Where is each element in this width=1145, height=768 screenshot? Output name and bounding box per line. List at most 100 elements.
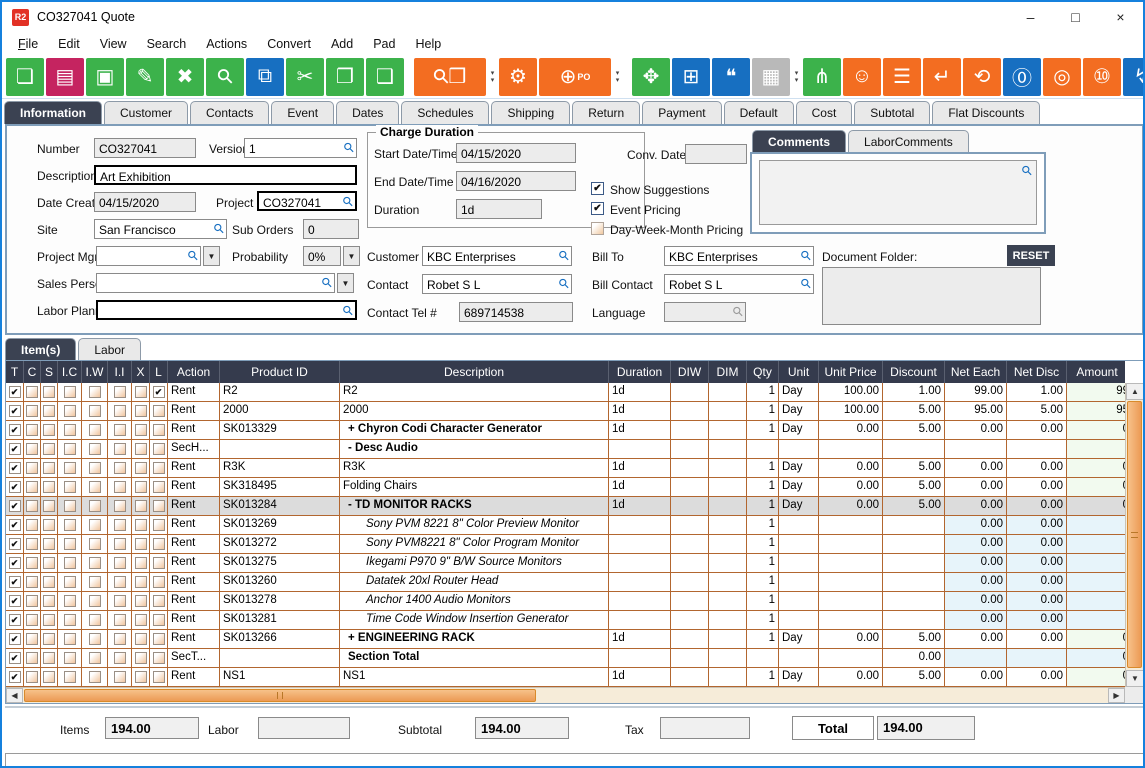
tree-icon[interactable]: ⋔ (803, 57, 841, 96)
row-check-c[interactable] (26, 481, 38, 493)
tab-dates[interactable]: Dates (336, 101, 400, 124)
row-check-l[interactable] (152, 671, 165, 683)
scroll-down-icon[interactable]: ▼ (1126, 670, 1143, 687)
row-check-iw[interactable] (88, 500, 101, 512)
row-check-l[interactable] (152, 481, 165, 493)
edit-icon[interactable]: ✎ (126, 57, 164, 96)
tab-return[interactable]: Return (572, 101, 641, 124)
horizontal-scrollbar[interactable]: ◀ ▶ (6, 687, 1125, 703)
return-icon[interactable]: ↵ (923, 57, 961, 96)
row-check-ic[interactable] (63, 614, 76, 626)
row-check-c[interactable] (26, 424, 38, 436)
row-check-t[interactable]: ✔ (8, 595, 21, 607)
table-row[interactable]: ✔ Rent SK013260 Datatek 20xl Router Head 1 0.… (6, 573, 1125, 592)
row-check-l[interactable] (152, 519, 165, 531)
vertical-scrollbar[interactable]: ▲ ▼ (1125, 383, 1143, 687)
table-row[interactable]: ✔ Rent SK013284- TD MONITOR RACKS 1d 1 Day 0.0… (6, 497, 1125, 516)
tab-contacts[interactable]: Contacts (190, 101, 270, 124)
row-check-ic[interactable] (63, 671, 76, 683)
sales-person-field[interactable]: ⚲ (96, 273, 335, 293)
comment-zero-icon[interactable]: ⓪ (1003, 57, 1041, 96)
row-check-c[interactable] (26, 576, 38, 588)
col-header-net-each[interactable]: Net Each (945, 361, 1007, 383)
row-check-x[interactable] (134, 481, 147, 493)
col-header-description[interactable]: Description (340, 361, 609, 383)
row-check-t[interactable]: ✔ (8, 671, 21, 683)
row-check-t[interactable]: ✔ (8, 576, 21, 588)
row-check-s[interactable] (43, 576, 55, 588)
coins-add-icon[interactable]: ◎ (1043, 57, 1081, 96)
row-check-t[interactable]: ✔ (8, 614, 21, 626)
row-check-s[interactable] (43, 386, 55, 398)
tab-subtotal[interactable]: Subtotal (854, 101, 931, 124)
menu-edit[interactable]: Edit (58, 36, 80, 51)
checkbox-event-pricing[interactable]: ✔ (591, 202, 604, 215)
col-header-duration[interactable]: Duration (609, 361, 671, 383)
tab-default[interactable]: Default (723, 101, 794, 124)
vertical-scroll-thumb[interactable] (1127, 401, 1142, 668)
row-check-c[interactable] (26, 614, 38, 626)
row-check-c[interactable] (26, 405, 38, 417)
row-check-x[interactable] (134, 500, 147, 512)
row-check-l[interactable]: ✔ (152, 386, 165, 398)
table-row[interactable]: ✔ Rent SK013266 + ENGINEERING RACK 1d 1 Day 0.0… (6, 630, 1125, 649)
row-check-x[interactable] (134, 386, 147, 398)
row-check-l[interactable] (152, 462, 165, 474)
row-check-ic[interactable] (63, 538, 76, 550)
col-header-discount[interactable]: Discount (883, 361, 945, 383)
maximize-icon[interactable]: □ (1071, 9, 1080, 25)
row-check-ic[interactable] (63, 462, 76, 474)
menu-convert[interactable]: Convert (267, 36, 311, 51)
table-row[interactable]: ✔Rent200020001d1Day100.005.0095.005.0095… (6, 402, 1125, 421)
reset-button[interactable]: RESET (1007, 245, 1055, 266)
project-mgr-search-icon[interactable]: ⚲ (184, 246, 201, 265)
row-check-ii[interactable] (113, 500, 126, 512)
col-header-action[interactable]: Action (168, 361, 220, 383)
tab-customer[interactable]: Customer (104, 101, 189, 124)
table-row[interactable]: ✔ Rent SK013272 Sony PVM8221 8" Color Progr… (6, 535, 1125, 554)
row-check-l[interactable] (152, 538, 165, 550)
row-check-c[interactable] (26, 519, 38, 531)
customer-search-icon[interactable]: ⚲ (555, 246, 572, 265)
project-mgr-field[interactable]: ⚲ (96, 246, 201, 266)
probability-field[interactable]: 0% (303, 246, 341, 266)
expand-icon[interactable]: ✥ (632, 57, 670, 96)
row-check-t[interactable]: ✔ (8, 462, 21, 474)
row-check-iw[interactable] (88, 538, 101, 550)
row-check-l[interactable] (152, 595, 165, 607)
row-check-x[interactable] (134, 652, 147, 664)
row-check-s[interactable] (43, 538, 55, 550)
row-check-iw[interactable] (88, 519, 101, 531)
bill-to-search-icon[interactable]: ⚲ (797, 246, 814, 265)
table-row[interactable]: ✔ SecT... Section Total 0.00 0.00 (6, 649, 1125, 668)
row-check-c[interactable] (26, 443, 38, 455)
tab-cost[interactable]: Cost (795, 101, 853, 124)
row-check-iw[interactable] (88, 424, 101, 436)
row-check-ii[interactable] (113, 576, 126, 588)
row-check-ii[interactable] (113, 462, 126, 474)
row-check-x[interactable] (134, 671, 147, 683)
row-check-iw[interactable] (88, 443, 101, 455)
row-check-iw[interactable] (88, 481, 101, 493)
row-check-iw[interactable] (88, 652, 101, 664)
smiley-icon[interactable]: ☺ (843, 57, 881, 96)
row-check-x[interactable] (134, 424, 147, 436)
horizontal-scroll-thumb[interactable] (24, 689, 536, 702)
row-check-ii[interactable] (113, 405, 126, 417)
col-header-unit[interactable]: Unit (779, 361, 819, 383)
row-check-ic[interactable] (63, 443, 76, 455)
row-check-l[interactable] (152, 614, 165, 626)
row-check-x[interactable] (134, 614, 147, 626)
table-row[interactable]: ✔ Rent SK013269 Sony PVM 8221 8" Color Prev… (6, 516, 1125, 535)
table-row[interactable]: ✔ Rent SK318495 Folding Chairs 1d 1 Day 0.00 5.0… (6, 478, 1125, 497)
row-check-ic[interactable] (63, 633, 76, 645)
row-check-c[interactable] (26, 595, 38, 607)
delete-icon[interactable]: ✖ (166, 57, 204, 96)
row-check-l[interactable] (152, 576, 165, 588)
tab-shipping[interactable]: Shipping (491, 101, 571, 124)
contact-tel-field[interactable]: 689714538 (459, 302, 573, 322)
table-row[interactable]: ✔ Rent SK013278 Anchor 1400 Audio Monitors 1… (6, 592, 1125, 611)
find-product-icon-dropdown[interactable]: ▾ ▾ (490, 69, 495, 84)
row-check-l[interactable] (152, 557, 165, 569)
row-check-t[interactable]: ✔ (8, 652, 21, 664)
